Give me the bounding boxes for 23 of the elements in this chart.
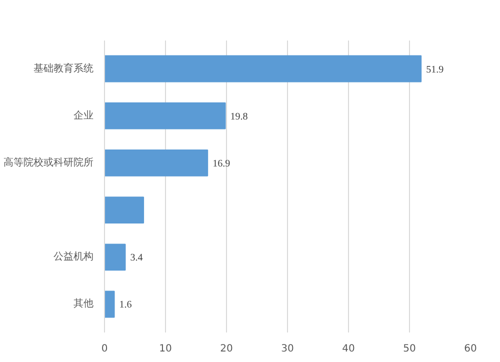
bar: [104, 55, 422, 82]
bar: [104, 290, 115, 318]
y-tick-label: 公益机构: [54, 250, 94, 263]
bar: [104, 196, 144, 224]
data-label: 1.6: [119, 300, 132, 311]
data-label: 3.4: [130, 252, 143, 264]
x-tick-label: 20: [220, 344, 233, 354]
y-tick-label: 其他: [74, 298, 94, 310]
x-tick-label: 50: [403, 344, 416, 354]
y-tick-label: 高等院校或科研院所: [4, 156, 94, 168]
data-label: 51.9: [426, 64, 444, 76]
bar: [104, 102, 226, 130]
data-label: 19.8: [230, 111, 248, 122]
x-tick-label: 0: [101, 344, 108, 354]
x-tick-label: 10: [159, 344, 172, 354]
bar: [104, 244, 126, 271]
x-tick-label: 40: [342, 344, 355, 354]
x-tick-label: 30: [281, 344, 294, 354]
x-tick-label: 60: [464, 344, 477, 354]
y-tick-label: 基础教育系统: [34, 62, 94, 74]
bar: [104, 150, 208, 176]
data-label: 16.9: [212, 158, 230, 170]
y-tick-label: 企业: [74, 109, 94, 122]
